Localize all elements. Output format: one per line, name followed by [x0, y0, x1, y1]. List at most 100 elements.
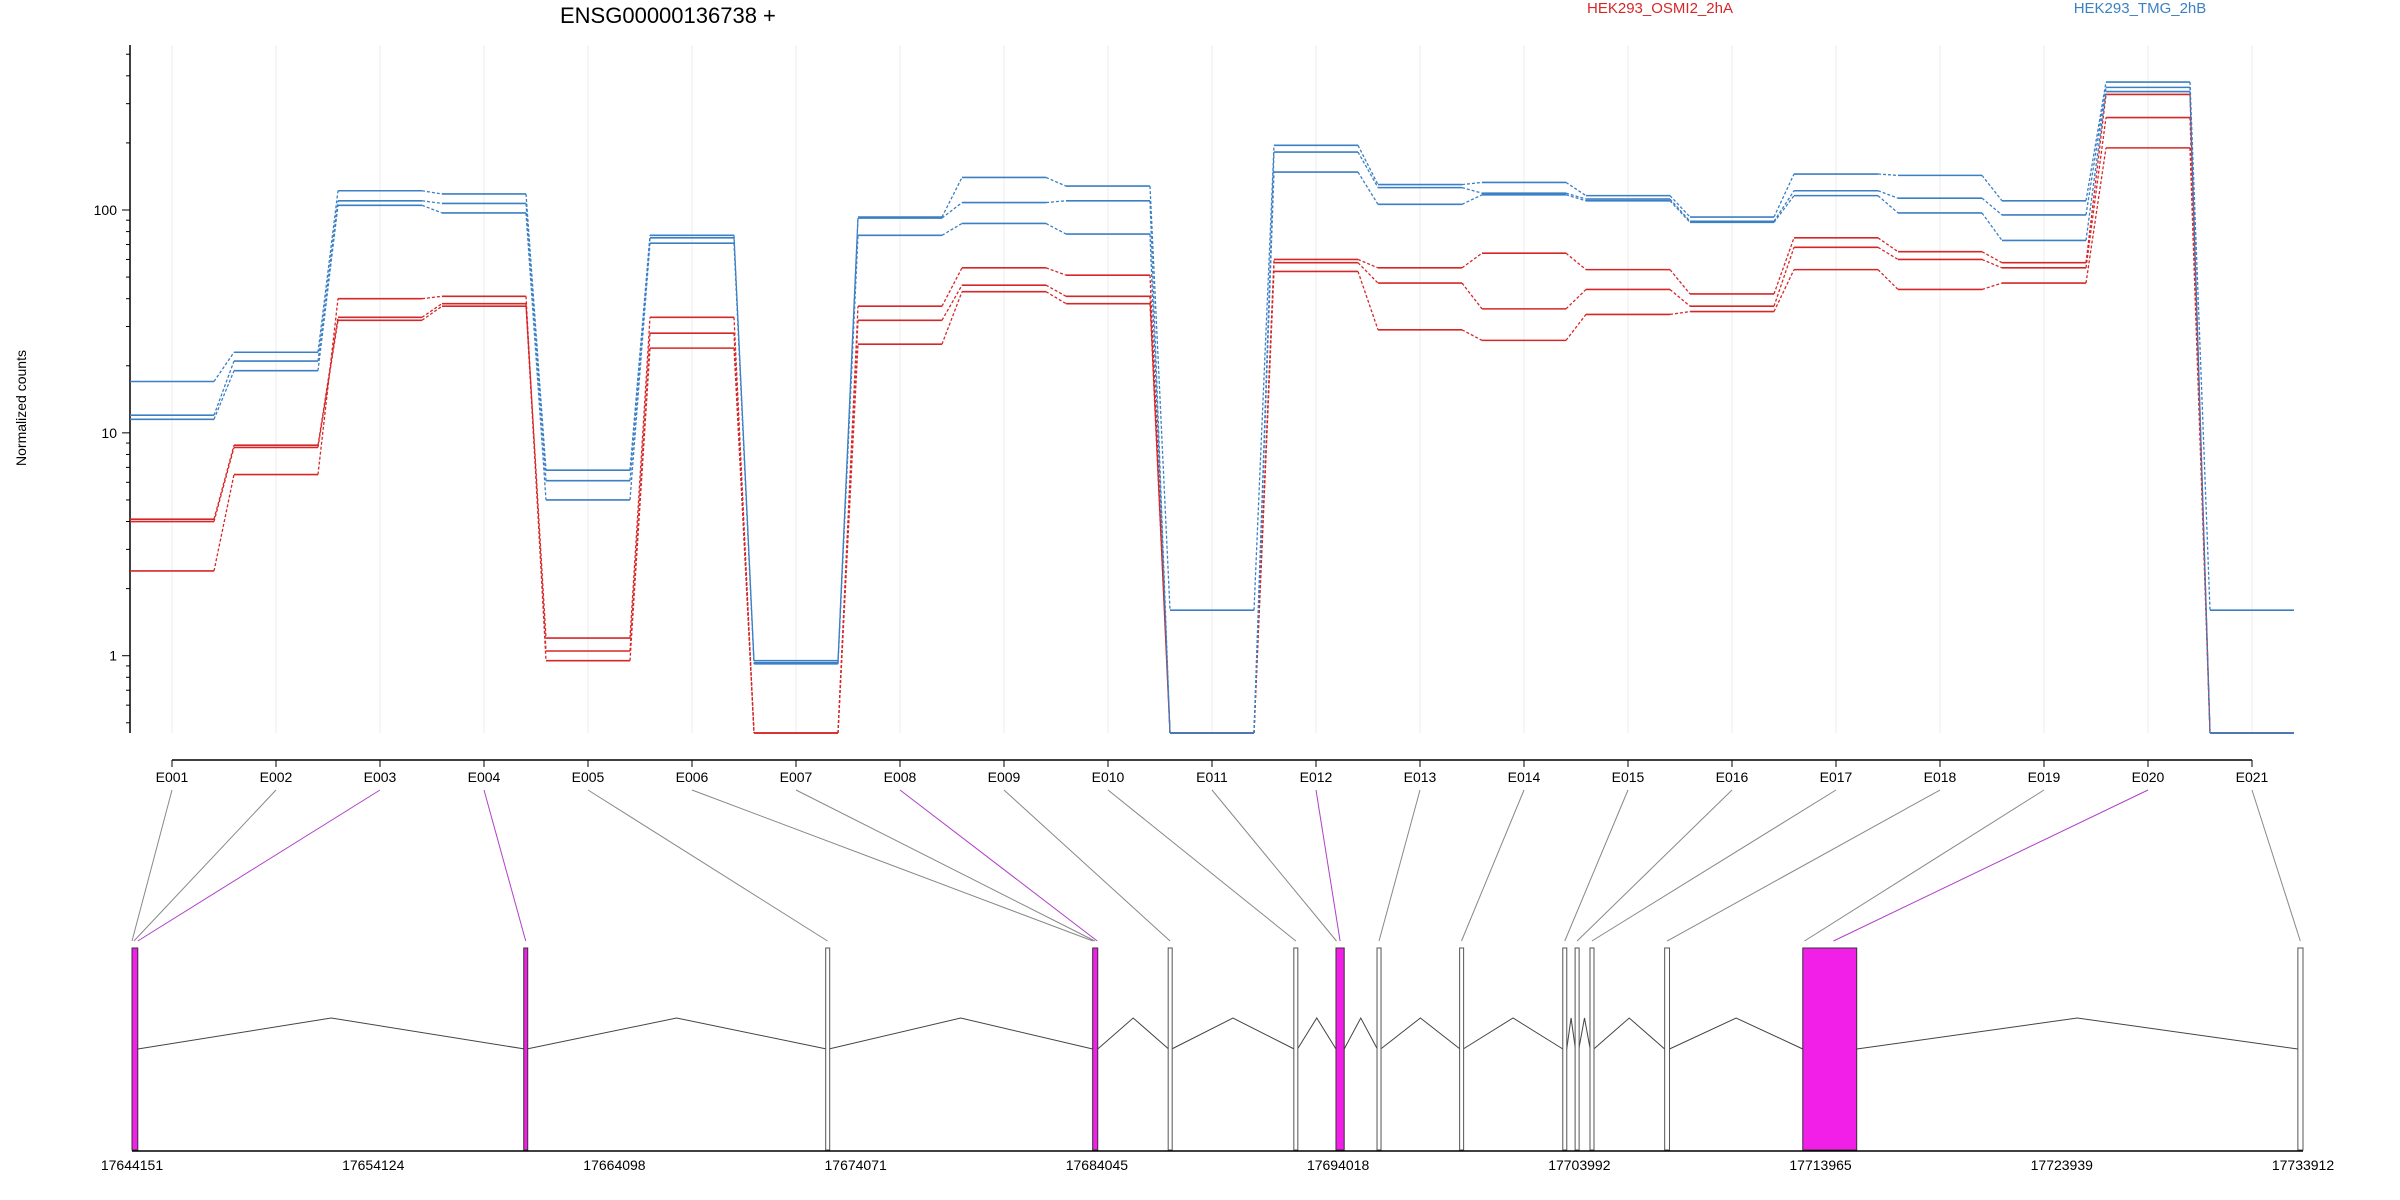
link-E010	[1107, 789, 1297, 942]
series-2-connector-11	[1357, 271, 1379, 331]
series-1-connector-7	[941, 284, 963, 321]
exon-label-E021: E021	[2236, 769, 2269, 785]
series-4-connector-16	[1877, 190, 1899, 199]
y-axis-label: Normalized counts	[13, 350, 29, 466]
genomic-tick-17684045: 17684045	[1066, 1157, 1129, 1173]
grid-lines	[171, 45, 2253, 733]
series-0-connector-6	[837, 306, 859, 734]
series-5-connector-7	[941, 222, 963, 236]
link-E020	[1833, 789, 2149, 942]
intron-1	[526, 1017, 827, 1050]
genomic-tick-17723939: 17723939	[2031, 1157, 2094, 1173]
exon-label-E004: E004	[468, 769, 501, 785]
series-1-connector-15	[1773, 247, 1795, 307]
series-3-connector-16	[1877, 173, 1899, 177]
link-E005	[587, 789, 828, 942]
gene-exon-4	[1167, 947, 1173, 1151]
series-2-connector-17	[1981, 282, 2003, 291]
series-5-connector-12	[1461, 194, 1483, 205]
series-1-connector-16	[1877, 246, 1899, 260]
link-E008	[899, 789, 1098, 942]
series-4-connector-1	[317, 200, 339, 362]
exon-label-E005: E005	[572, 769, 605, 785]
intron-8	[1462, 1017, 1564, 1050]
series-3-connector-17	[1981, 174, 2003, 202]
series-3-connector-18	[2085, 81, 2107, 201]
genomic-tick-17664098: 17664098	[583, 1157, 646, 1173]
exon-label-E002: E002	[260, 769, 293, 785]
series-1-connector-18	[2085, 117, 2107, 268]
exon-label-E011: E011	[1196, 769, 1228, 785]
series-2-connector-8	[1045, 291, 1067, 305]
series-3-connector-2	[421, 190, 443, 195]
series-5-connector-9	[1149, 234, 1171, 734]
gene-exon-1	[523, 947, 529, 1151]
intron-3	[1097, 1017, 1169, 1050]
series-4-connector-19	[2189, 87, 2211, 734]
series-2-connector-12	[1461, 329, 1483, 341]
exon-label-E001: E001	[156, 769, 189, 785]
link-E001	[131, 789, 173, 942]
series-4-connector-15	[1773, 190, 1795, 222]
series-1-connector-12	[1461, 282, 1483, 310]
series-0-connector-15	[1773, 237, 1795, 295]
series-2-connector-19	[2189, 147, 2211, 734]
exon-label-E016: E016	[1716, 769, 1749, 785]
series-3-connector-3	[525, 193, 547, 471]
series-1-connector-0	[213, 447, 235, 522]
genomic-tick-17654124: 17654124	[342, 1157, 405, 1173]
gene-exon-3	[1092, 947, 1099, 1151]
series-5-connector-16	[1877, 195, 1899, 214]
series-5-connector-6	[837, 235, 859, 664]
gene-exon-6	[1335, 947, 1345, 1151]
series-0-connector-12	[1461, 252, 1483, 269]
exon-label-E007: E007	[780, 769, 813, 785]
gene-exon-5	[1293, 947, 1299, 1151]
series-2-connector-16	[1877, 269, 1899, 290]
intron-9	[1566, 1017, 1576, 1050]
series-1-connector-13	[1565, 288, 1587, 310]
series-4-connector-2	[421, 200, 443, 205]
genomic-tick-17703992: 17703992	[1548, 1157, 1611, 1173]
series-4	[130, 86, 2294, 734]
intron-0	[137, 1017, 525, 1050]
series-4-connector-8	[1045, 200, 1067, 204]
intron-12	[1669, 1017, 1803, 1050]
series-2-connector-6	[837, 344, 859, 734]
legend-tmg: HEK293_TMG_2hB	[2074, 0, 2207, 17]
intron-5	[1297, 1017, 1337, 1050]
gene-exon-13	[1802, 947, 1858, 1151]
link-E013	[1378, 789, 1421, 942]
series-3	[130, 81, 2294, 662]
series-0-connector-14	[1669, 269, 1691, 295]
series-4-connector-13	[1565, 192, 1587, 200]
series-5-connector-1	[317, 205, 339, 371]
link-E002	[133, 789, 277, 942]
series-2-connector-7	[941, 291, 963, 345]
series-4-connector-14	[1669, 198, 1691, 222]
series-5	[130, 90, 2294, 734]
exon-label-E020: E020	[2132, 769, 2165, 785]
intron-10	[1578, 1017, 1591, 1050]
series-5-connector-14	[1669, 200, 1691, 223]
series-0-connector-13	[1565, 252, 1587, 271]
gene-exon-0	[131, 947, 139, 1151]
intron-2	[828, 1017, 1093, 1050]
link-E006	[691, 789, 1094, 942]
intron-4	[1171, 1017, 1295, 1050]
exon-label-E003: E003	[364, 769, 397, 785]
series-2-connector-13	[1565, 314, 1587, 341]
series-lines	[130, 81, 2294, 734]
series-2-connector-2	[421, 295, 443, 300]
series-3-connector-19	[2189, 82, 2211, 611]
genomic-tick-17674071: 17674071	[825, 1157, 888, 1173]
series-5-connector-13	[1565, 194, 1587, 202]
series-2-connector-4	[629, 348, 651, 661]
series-3-connector-13	[1565, 181, 1587, 197]
exon-label-E008: E008	[884, 769, 917, 785]
series-4-connector-18	[2085, 87, 2107, 216]
series-3-connector-7	[941, 177, 963, 218]
link-E014	[1461, 789, 1525, 942]
exon-label-E009: E009	[988, 769, 1021, 785]
gene-exon-14	[2297, 947, 2304, 1151]
